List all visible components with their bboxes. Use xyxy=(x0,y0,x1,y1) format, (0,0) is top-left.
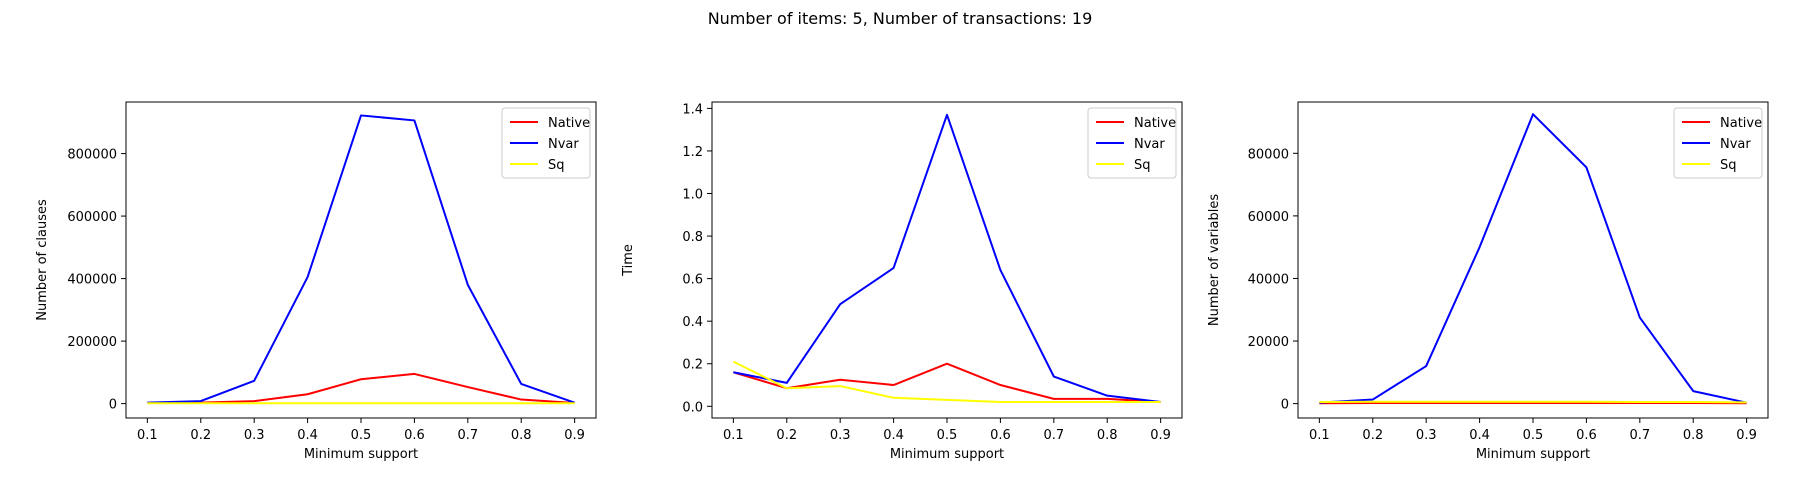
y-axis-label: Number of variables xyxy=(1207,194,1222,326)
x-tick-label: 0.5 xyxy=(1523,428,1544,443)
x-tick-label: 0.5 xyxy=(937,428,958,443)
x-tick-label: 0.5 xyxy=(351,428,372,443)
legend-label-nvar: Nvar xyxy=(1134,137,1165,152)
y-tick-label: 0.0 xyxy=(682,400,703,415)
x-tick-label: 0.2 xyxy=(1362,428,1383,443)
x-tick-label: 0.1 xyxy=(723,428,744,443)
figure-title: Number of items: 5, Number of transactio… xyxy=(708,9,1093,28)
y-tick-label: 80000 xyxy=(1248,147,1289,162)
x-axis-label: Minimum support xyxy=(890,447,1004,462)
x-tick-label: 0.6 xyxy=(404,428,425,443)
x-tick-label: 0.1 xyxy=(1309,428,1330,443)
y-tick-label: 20000 xyxy=(1248,335,1289,350)
y-tick-label: 0.4 xyxy=(682,315,703,330)
legend-box xyxy=(1087,107,1177,179)
legend-label-native: Native xyxy=(548,116,590,131)
legend-label-nvar: Nvar xyxy=(1720,137,1751,152)
legend-label-native: Native xyxy=(1720,116,1762,131)
y-tick-label: 0.6 xyxy=(682,273,703,288)
series-line-sq xyxy=(1319,400,1747,404)
y-tick-label: 1.2 xyxy=(682,145,703,160)
x-tick-label: 0.8 xyxy=(511,428,532,443)
x-axis-label: Minimum support xyxy=(304,447,418,462)
series-line-nvar xyxy=(1319,113,1747,404)
x-tick-label: 0.3 xyxy=(244,428,265,443)
legend-label-sq: Sq xyxy=(548,158,565,173)
x-tick-label: 0.4 xyxy=(883,428,904,443)
legend: Native Nvar Sq xyxy=(1087,107,1177,179)
x-tick-label: 0.4 xyxy=(297,428,318,443)
x-tick-label: 0.9 xyxy=(1736,428,1757,443)
x-tick-label: 0.8 xyxy=(1683,428,1704,443)
x-tick-label: 0.8 xyxy=(1097,428,1118,443)
x-tick-label: 0.3 xyxy=(830,428,851,443)
subplot-variables: 0.1 0.2 0.3 0.4 0.5 0.6 0.7 0.8 0.9 0 20000 40000 60… xyxy=(1207,101,1769,462)
series-line-nvar xyxy=(733,113,1161,404)
y-axis-label: Number of clauses xyxy=(35,199,50,321)
x-tick-label: 0.7 xyxy=(1629,428,1650,443)
x-axis-label: Minimum support xyxy=(1476,447,1590,462)
series-line-native xyxy=(733,362,1161,404)
series-line-nvar xyxy=(147,114,575,404)
subplot-time: 0.1 0.2 0.3 0.4 0.5 0.6 0.7 0.8 0.9 0.0 0.2 0.4 0.6 0… xyxy=(621,101,1183,462)
y-tick-label: 0.8 xyxy=(682,230,703,245)
x-tick-label: 0.3 xyxy=(1416,428,1437,443)
y-tick-label: 0.2 xyxy=(682,358,703,373)
y-tick-label: 0 xyxy=(1281,398,1289,413)
y-tick-label: 40000 xyxy=(1248,272,1289,287)
legend: Native Nvar Sq xyxy=(1673,107,1763,179)
x-tick-label: 0.6 xyxy=(990,428,1011,443)
legend-label-sq: Sq xyxy=(1134,158,1151,173)
x-tick-label: 0.9 xyxy=(1150,428,1171,443)
series-line-native xyxy=(147,372,575,404)
legend-label-nvar: Nvar xyxy=(548,137,579,152)
y-tick-label: 1.4 xyxy=(682,102,703,117)
x-tick-label: 0.7 xyxy=(1043,428,1064,443)
x-tick-label: 0.2 xyxy=(190,428,211,443)
y-tick-label: 800000 xyxy=(67,148,117,163)
y-tick-label: 200000 xyxy=(67,335,117,350)
x-tick-label: 0.9 xyxy=(564,428,585,443)
legend-label-sq: Sq xyxy=(1720,158,1737,173)
legend-label-native: Native xyxy=(1134,116,1176,131)
x-tick-label: 0.2 xyxy=(776,428,797,443)
y-tick-label: 0 xyxy=(109,398,117,413)
y-tick-label: 600000 xyxy=(67,210,117,225)
legend: Native Nvar Sq xyxy=(501,107,591,179)
x-tick-label: 0.1 xyxy=(137,428,158,443)
x-tick-label: 0.7 xyxy=(457,428,478,443)
subplot-clauses: 0.1 0.2 0.3 0.4 0.5 0.6 0.7 0.8 0.9 0 200000 400000… xyxy=(35,101,597,462)
y-tick-label: 1.0 xyxy=(682,188,703,203)
legend-box xyxy=(1673,107,1763,179)
legend-box xyxy=(501,107,591,179)
y-tick-label: 60000 xyxy=(1248,210,1289,225)
x-tick-label: 0.4 xyxy=(1469,428,1490,443)
x-tick-label: 0.6 xyxy=(1576,428,1597,443)
y-tick-label: 400000 xyxy=(67,273,117,288)
y-axis-label: Time xyxy=(621,244,636,277)
series-line-sq xyxy=(732,360,1161,404)
